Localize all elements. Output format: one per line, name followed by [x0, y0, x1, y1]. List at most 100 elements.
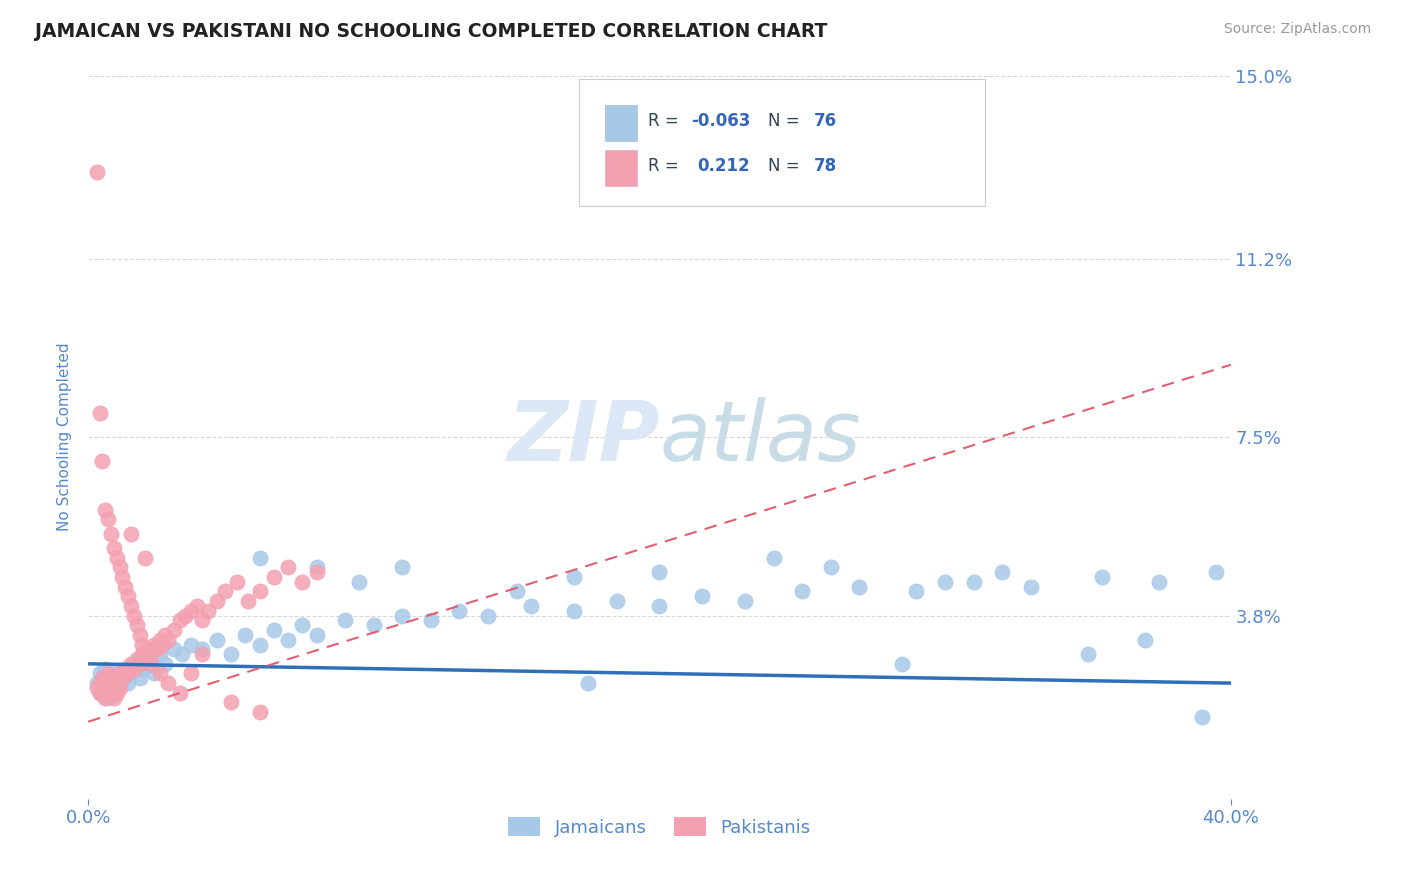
Point — [1205, 565, 1227, 579]
Text: R =: R = — [648, 112, 683, 130]
Point — [97, 686, 120, 700]
Point — [94, 502, 117, 516]
Point — [94, 690, 117, 705]
Point — [1091, 570, 1114, 584]
Point — [108, 666, 131, 681]
Point — [111, 671, 134, 685]
Point — [148, 666, 170, 681]
Point — [114, 671, 136, 685]
Point — [131, 662, 153, 676]
Point — [263, 623, 285, 637]
Point — [125, 652, 148, 666]
FancyBboxPatch shape — [605, 105, 637, 141]
Point — [172, 647, 194, 661]
Point — [762, 550, 785, 565]
Text: Source: ZipAtlas.com: Source: ZipAtlas.com — [1223, 22, 1371, 37]
Point — [89, 666, 111, 681]
Point — [197, 604, 219, 618]
Point — [117, 676, 139, 690]
Point — [249, 638, 271, 652]
Point — [91, 454, 114, 468]
Point — [134, 647, 156, 661]
Point — [91, 671, 114, 685]
Point — [89, 676, 111, 690]
Point — [419, 614, 441, 628]
Text: 76: 76 — [814, 112, 837, 130]
Point — [820, 560, 842, 574]
Point — [1147, 574, 1170, 589]
Text: 0.212: 0.212 — [697, 157, 749, 175]
Point — [562, 604, 585, 618]
Text: 78: 78 — [814, 157, 837, 175]
Point — [100, 671, 122, 685]
Point — [131, 647, 153, 661]
Point — [86, 165, 108, 179]
Point — [236, 594, 259, 608]
Point — [125, 662, 148, 676]
Point — [174, 608, 197, 623]
Point — [520, 599, 543, 613]
Point — [648, 565, 671, 579]
Point — [277, 560, 299, 574]
Point — [142, 666, 165, 681]
Point — [86, 681, 108, 695]
Point — [108, 681, 131, 695]
Point — [205, 594, 228, 608]
Point — [114, 662, 136, 676]
Text: R =: R = — [648, 157, 683, 175]
Point — [305, 565, 328, 579]
Point — [249, 550, 271, 565]
Point — [145, 642, 167, 657]
Point — [103, 541, 125, 555]
Point — [91, 686, 114, 700]
Point — [97, 690, 120, 705]
Point — [157, 676, 180, 690]
Point — [139, 657, 162, 671]
Point — [891, 657, 914, 671]
Point — [1191, 710, 1213, 724]
Point — [122, 608, 145, 623]
Point — [734, 594, 756, 608]
Point — [249, 705, 271, 719]
Point — [305, 560, 328, 574]
Point — [134, 550, 156, 565]
Point — [120, 657, 142, 671]
Point — [991, 565, 1014, 579]
Point — [105, 686, 128, 700]
Point — [205, 632, 228, 647]
Point — [191, 647, 214, 661]
Point — [111, 666, 134, 681]
Point — [305, 628, 328, 642]
Point — [349, 574, 371, 589]
Point — [792, 584, 814, 599]
Point — [180, 638, 202, 652]
Point — [505, 584, 527, 599]
Point — [89, 686, 111, 700]
Point — [91, 671, 114, 685]
Point — [848, 580, 870, 594]
Point — [136, 642, 159, 657]
Point — [108, 676, 131, 690]
Point — [100, 526, 122, 541]
Point — [94, 662, 117, 676]
Legend: Jamaicans, Pakistanis: Jamaicans, Pakistanis — [501, 810, 818, 844]
Point — [117, 590, 139, 604]
Point — [89, 406, 111, 420]
Point — [103, 686, 125, 700]
Text: N =: N = — [768, 112, 804, 130]
Point — [449, 604, 471, 618]
Point — [263, 570, 285, 584]
Point — [219, 695, 242, 709]
Point — [105, 681, 128, 695]
Point — [219, 647, 242, 661]
Point — [277, 632, 299, 647]
Point — [648, 599, 671, 613]
Point — [105, 671, 128, 685]
Point — [97, 666, 120, 681]
Point — [97, 671, 120, 685]
Point — [86, 676, 108, 690]
Point — [122, 657, 145, 671]
Point — [128, 671, 150, 685]
Point — [225, 574, 247, 589]
Point — [214, 584, 236, 599]
